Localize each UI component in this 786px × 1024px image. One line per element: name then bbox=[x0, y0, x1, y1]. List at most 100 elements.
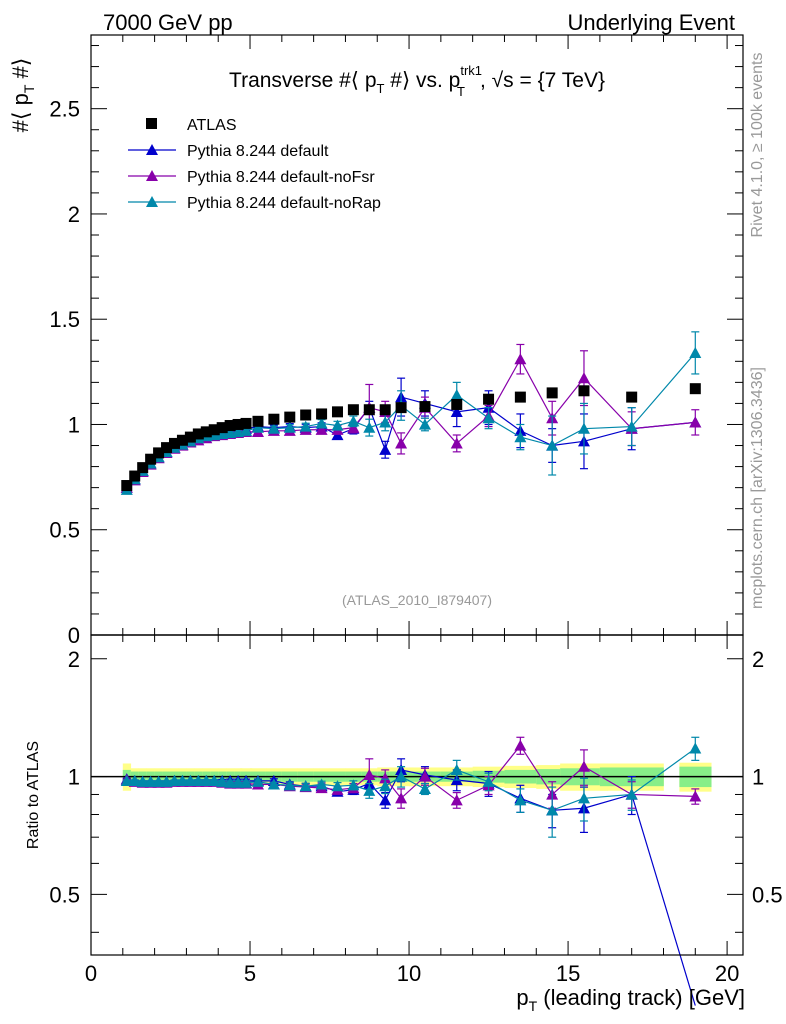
mcplots-label: mcplots.cern.ch [arXiv:1306.3436] bbox=[749, 367, 766, 609]
atlas-data-point bbox=[153, 447, 165, 459]
x-tick-label: 20 bbox=[715, 961, 739, 986]
atlas-data-point bbox=[240, 417, 252, 429]
ratio-tick-label: 2 bbox=[68, 647, 80, 672]
ratio-point bbox=[200, 774, 213, 786]
atlas-data-point bbox=[331, 406, 343, 418]
x-tick-label: 0 bbox=[85, 961, 97, 986]
atlas-data-point bbox=[145, 453, 157, 465]
atlas-data-point bbox=[546, 387, 558, 399]
ratio-point bbox=[379, 780, 392, 792]
series-point bbox=[331, 419, 344, 431]
ratio-tick-label-right: 1 bbox=[752, 765, 764, 790]
ratio-point bbox=[315, 778, 328, 790]
ratio-point bbox=[418, 782, 431, 795]
ratio-point bbox=[144, 775, 157, 787]
series-point bbox=[450, 405, 463, 417]
series-point bbox=[577, 422, 590, 434]
ratio-point bbox=[514, 794, 527, 806]
series-point bbox=[347, 421, 360, 433]
y-label-main: #⟨ p bbox=[8, 93, 33, 132]
ratio-point bbox=[251, 775, 264, 787]
main-panel: 0 0.5 1 1.5 2 2.5 bbox=[49, 35, 743, 648]
series-point bbox=[379, 443, 392, 455]
ratio-point bbox=[482, 775, 495, 787]
series-point bbox=[395, 437, 408, 449]
header-left: 7000 GeV pp bbox=[103, 10, 233, 35]
series-point bbox=[315, 417, 328, 429]
series-point bbox=[450, 389, 463, 401]
atlas-data-point bbox=[363, 404, 375, 416]
ratio-point bbox=[176, 774, 189, 786]
atlas-data-point bbox=[224, 420, 236, 432]
legend-marker-nofsr bbox=[146, 170, 158, 181]
y-tick-label: 1 bbox=[68, 412, 80, 437]
ratio-point bbox=[450, 794, 463, 806]
series-point bbox=[315, 423, 328, 435]
ratio-panel: 0 5 10 15 20 0.5 0.5 1 1 2 2 bbox=[49, 634, 783, 1006]
ratio-point bbox=[395, 792, 408, 804]
ratio-point bbox=[299, 780, 312, 792]
atlas-data-point bbox=[161, 442, 173, 454]
series-point bbox=[283, 421, 296, 433]
atlas-data-point bbox=[284, 411, 296, 423]
atlas-data-point bbox=[578, 385, 590, 397]
x-axis-label: pT (leading track) [GeV] bbox=[516, 985, 745, 1014]
title-sub2: T bbox=[457, 84, 465, 99]
y-tick-label: 0 bbox=[68, 623, 80, 648]
series-point bbox=[299, 420, 312, 432]
series-line-0 bbox=[126, 396, 696, 489]
ratio-y-axis-label: Ratio to ATLAS bbox=[25, 741, 42, 849]
title-sup2: trk1 bbox=[460, 63, 482, 78]
series-point bbox=[577, 372, 590, 384]
rivet-label: Rivet 4.1.0, ≥ 100k events bbox=[749, 53, 766, 238]
legend-label-norap: Pythia 8.244 default-noRap bbox=[187, 195, 381, 212]
ratio-point bbox=[379, 772, 392, 784]
ratio-point bbox=[577, 760, 590, 772]
legend-marker-default bbox=[146, 144, 158, 155]
plot-title: Transverse #⟨ pT #⟩ vs. ptrk1 T, √s = {7 … bbox=[229, 63, 605, 99]
legend-label-default: Pythia 8.244 default bbox=[187, 143, 329, 160]
legend: ATLAS Pythia 8.244 default Pythia 8.244 … bbox=[128, 117, 381, 212]
y-label-end: #⟩ bbox=[8, 58, 33, 85]
series-point bbox=[482, 412, 495, 424]
atlas-data-point bbox=[689, 383, 701, 395]
atlas-data-point bbox=[208, 424, 220, 436]
ratio-point bbox=[120, 774, 133, 786]
y-axis-label: #⟨ pT #⟩ bbox=[8, 58, 37, 133]
ratio-point bbox=[347, 779, 360, 791]
y-tick-label: 0.5 bbox=[49, 518, 80, 543]
ratio-point bbox=[514, 739, 527, 751]
legend-marker-atlas bbox=[146, 118, 157, 129]
ratio-point bbox=[168, 774, 181, 786]
x-label-sub: T bbox=[529, 998, 538, 1014]
atlas-data-point bbox=[347, 404, 359, 416]
atlas-data-point bbox=[379, 404, 391, 416]
series-point bbox=[251, 421, 264, 433]
series-point bbox=[546, 439, 559, 451]
atlas-data-point bbox=[232, 418, 244, 430]
title-pre: Transverse #⟨ p bbox=[229, 69, 376, 92]
x-tick-label: 15 bbox=[556, 961, 580, 986]
legend-label-nofsr: Pythia 8.244 default-noFsr bbox=[187, 169, 375, 186]
y-tick-label: 2 bbox=[68, 202, 80, 227]
atlas-data-point bbox=[200, 426, 212, 438]
ratio-point bbox=[418, 770, 431, 782]
atlas-data-point bbox=[184, 431, 196, 443]
series-point bbox=[379, 416, 392, 428]
atlas-data-point bbox=[192, 428, 204, 440]
analysis-watermark: (ATLAS_2010_I879407) bbox=[342, 592, 492, 608]
header-right: Underlying Event bbox=[567, 10, 735, 35]
atlas-data-point bbox=[137, 462, 149, 474]
x-tick-label: 10 bbox=[397, 961, 421, 986]
series-point bbox=[514, 353, 527, 365]
ratio-point bbox=[689, 790, 702, 802]
series-point bbox=[418, 418, 431, 430]
ratio-tick-label-right: 0.5 bbox=[752, 882, 783, 907]
series-point bbox=[450, 437, 463, 449]
x-label-end: (leading track) [GeV] bbox=[537, 985, 745, 1010]
ratio-tick-label-right: 2 bbox=[752, 647, 764, 672]
series-point bbox=[625, 420, 638, 432]
ratio-point bbox=[625, 788, 638, 800]
atlas-data-point bbox=[216, 422, 228, 434]
ratio-point bbox=[331, 780, 344, 792]
